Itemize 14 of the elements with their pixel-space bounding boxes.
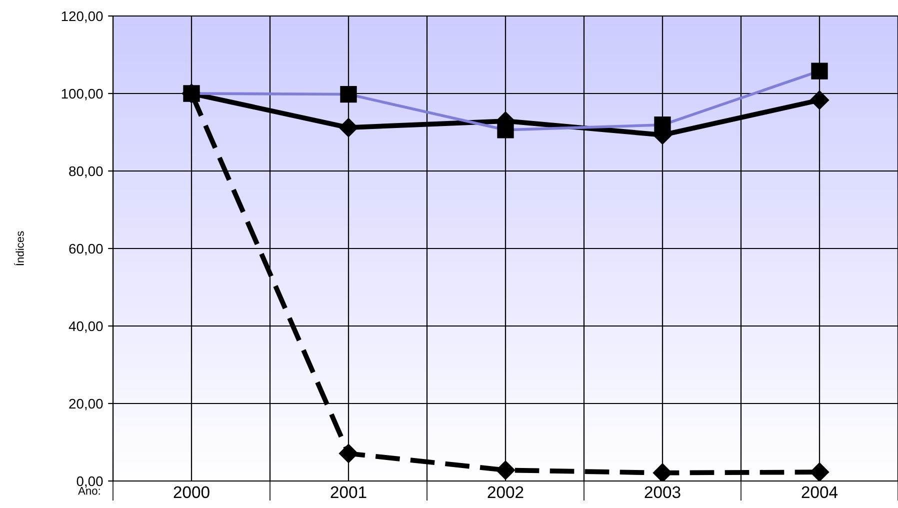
y-tick-label: 0,00 (76, 476, 103, 488)
x-tick-label: 2003 (644, 486, 680, 498)
y-axis-title: Índices (14, 231, 24, 266)
x-tick-label: 2002 (488, 486, 524, 498)
x-tick-label: 2004 (802, 486, 838, 498)
y-tick-label: 20,00 (69, 398, 103, 410)
y-tick-label: 100,00 (62, 88, 103, 100)
x-tick-label: 2001 (330, 486, 366, 498)
y-tick-label: 40,00 (68, 321, 103, 333)
x-axis-title: Ano: (78, 486, 100, 495)
y-tick-label: 60,00 (69, 244, 103, 256)
x-tick-label: 2000 (174, 486, 210, 498)
y-tick-label: 80,00 (69, 166, 103, 178)
y-tick-label: 120,00 (62, 11, 103, 23)
